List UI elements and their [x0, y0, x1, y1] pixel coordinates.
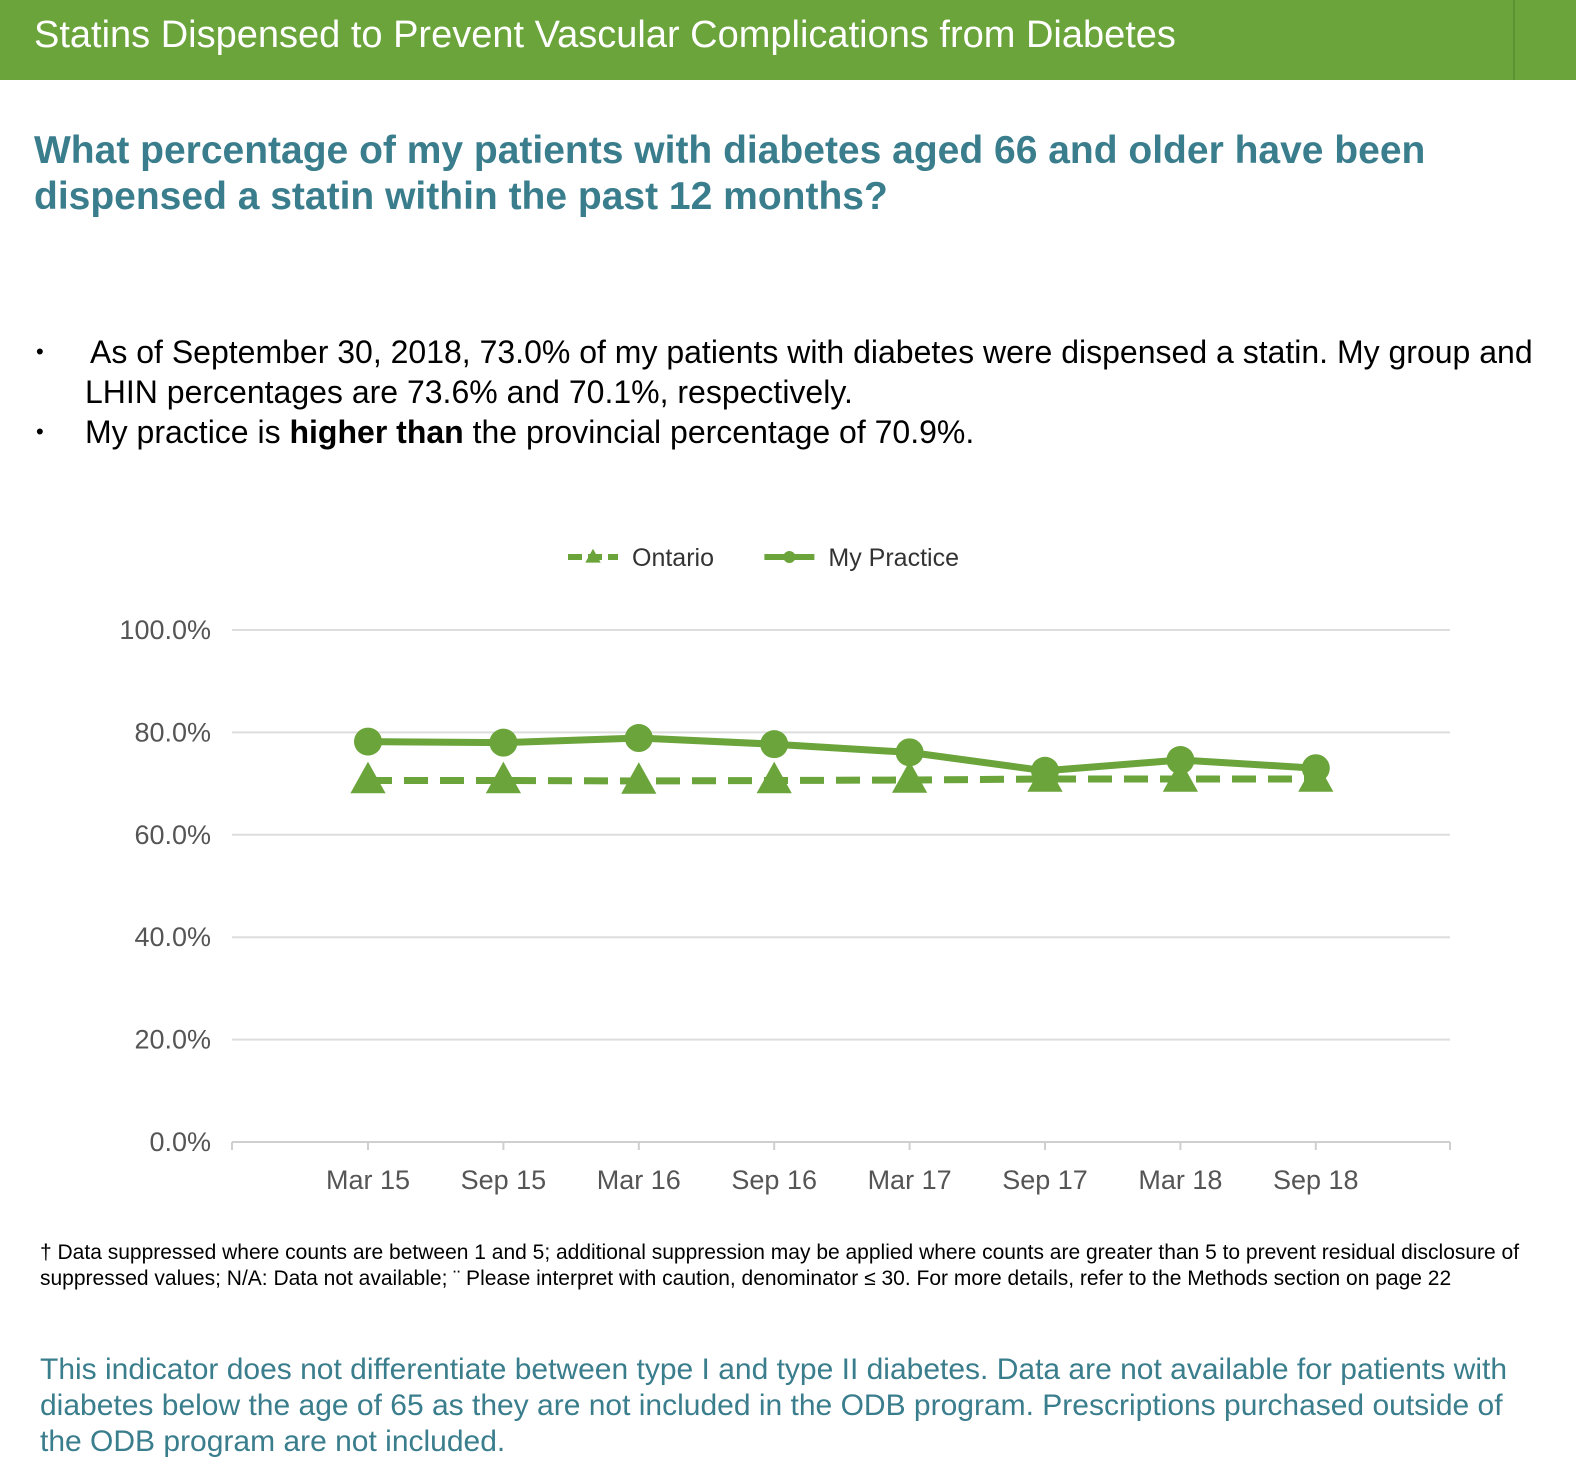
- data-point: [756, 761, 792, 794]
- data-point: [895, 738, 924, 767]
- x-tick-label: Mar 16: [597, 1165, 681, 1195]
- banner-divider: [1513, 0, 1515, 80]
- data-point: [489, 728, 518, 757]
- bullet-dot: •: [36, 419, 44, 444]
- header-banner: Statins Dispensed to Prevent Vascular Co…: [0, 0, 1576, 80]
- series-line: [368, 775, 1316, 785]
- chart-legend: Ontario My Practice: [568, 544, 959, 572]
- y-tick-label: 80.0%: [134, 717, 211, 747]
- series-my-practice: [354, 724, 1330, 785]
- data-point: [485, 761, 521, 794]
- y-tick-label: 40.0%: [134, 922, 211, 952]
- summary-bullets: • As of September 30, 2018, 73.0% of my …: [34, 332, 1534, 452]
- series-line: [367, 734, 1317, 775]
- x-tick-label: Sep 15: [461, 1165, 547, 1195]
- data-point: [621, 762, 657, 794]
- y-tick-label: 20.0%: [134, 1025, 211, 1055]
- data-point: [624, 724, 653, 753]
- page-title: Statins Dispensed to Prevent Vascular Co…: [34, 14, 1176, 56]
- legend-item: Ontario: [568, 544, 714, 572]
- series-ontario: [350, 760, 1334, 794]
- legend-marker: [585, 548, 601, 563]
- data-point: [1162, 760, 1198, 792]
- chart-grid: [232, 629, 1450, 1143]
- bullet-text-suffix: the provincial percentage of 70.9%.: [463, 414, 975, 450]
- bullet-item: • My practice is higher than the provinc…: [34, 412, 1534, 452]
- x-tick-label: Sep 16: [731, 1165, 817, 1195]
- y-tick-label: 100.0%: [119, 615, 211, 645]
- legend-item: My Practice: [764, 544, 959, 572]
- legend-label: My Practice: [828, 544, 959, 572]
- x-tick-label: Mar 17: [868, 1165, 952, 1195]
- data-point: [1301, 754, 1330, 783]
- chart-series: [350, 724, 1334, 794]
- data-point: [354, 727, 382, 756]
- section-question: What percentage of my patients with diab…: [34, 129, 1426, 218]
- x-tick-label: Sep 18: [1273, 1165, 1359, 1195]
- data-point: [1166, 746, 1195, 775]
- bullet-text-bold: higher than: [289, 414, 464, 450]
- bullet-dot: •: [36, 339, 44, 364]
- y-axis: 0.0% 20.0% 40.0% 60.0% 80.0% 100.0%: [119, 615, 211, 1157]
- x-axis: Mar 15 Sep 15 Mar 16 Sep 16 Mar 17 Sep 17 Mar …: [231, 1142, 1451, 1195]
- data-point: [1031, 756, 1059, 785]
- legend-label: Ontario: [632, 544, 714, 572]
- x-tick-label: Sep 17: [1002, 1165, 1088, 1195]
- indicator-note: This indicator does not differentiate be…: [40, 1353, 1508, 1458]
- x-tick-label: Mar 18: [1138, 1165, 1222, 1195]
- bullet-item: • As of September 30, 2018, 73.0% of my …: [34, 332, 1534, 412]
- line-chart: Ontario My Practice 0.0% 20.0% 40.0% 60.0% 80…: [119, 544, 1451, 1195]
- footnote: † Data suppressed where counts are betwe…: [40, 1241, 1520, 1290]
- x-tick-label: Mar 15: [326, 1165, 410, 1195]
- y-tick-label: 0.0%: [149, 1127, 211, 1157]
- bullet-text-prefix: My practice is: [85, 414, 290, 450]
- y-tick-label: 60.0%: [134, 820, 211, 850]
- legend-marker: [783, 551, 796, 563]
- bullet-text: As of September 30, 2018, 73.0% of my pa…: [85, 334, 1533, 410]
- data-point: [760, 730, 789, 759]
- data-point: [350, 761, 386, 794]
- data-point: [892, 761, 928, 793]
